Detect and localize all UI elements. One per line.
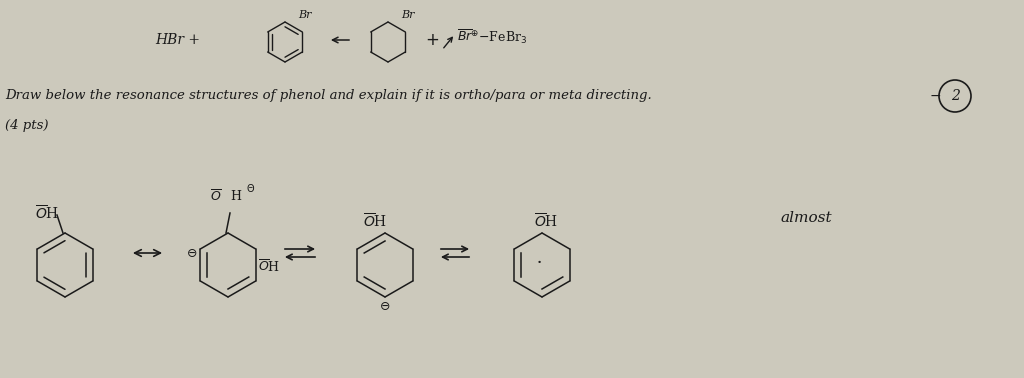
Text: $\ominus$: $\ominus$	[186, 247, 198, 260]
Text: Draw below the resonance structures of phenol and explain if it is ortho/para or: Draw below the resonance structures of p…	[5, 90, 651, 102]
Text: $\overline{O}$: $\overline{O}$	[210, 189, 222, 205]
Text: H: H	[230, 190, 241, 203]
Text: −: −	[929, 89, 941, 103]
Text: $\overline{O}$H: $\overline{O}$H	[258, 259, 281, 275]
Text: $\overline{O}$H: $\overline{O}$H	[35, 204, 59, 222]
Text: $\overline{Br}^{\oplus}$$-$FeBr$_3$: $\overline{Br}^{\oplus}$$-$FeBr$_3$	[457, 28, 527, 46]
Text: $\Theta$: $\Theta$	[246, 182, 255, 194]
Text: $\overline{O}$H: $\overline{O}$H	[534, 212, 558, 230]
Text: $\overline{O}$H: $\overline{O}$H	[362, 212, 387, 230]
Text: $\bullet$: $\bullet$	[536, 256, 542, 265]
Text: Br: Br	[298, 10, 311, 20]
Text: +: +	[425, 31, 439, 49]
Text: 2: 2	[950, 89, 959, 103]
Text: almost: almost	[780, 211, 831, 225]
Text: Br: Br	[401, 10, 415, 20]
Text: HBr +: HBr +	[155, 33, 200, 47]
Text: (4 pts): (4 pts)	[5, 119, 48, 133]
Text: $\ominus$: $\ominus$	[379, 300, 390, 313]
